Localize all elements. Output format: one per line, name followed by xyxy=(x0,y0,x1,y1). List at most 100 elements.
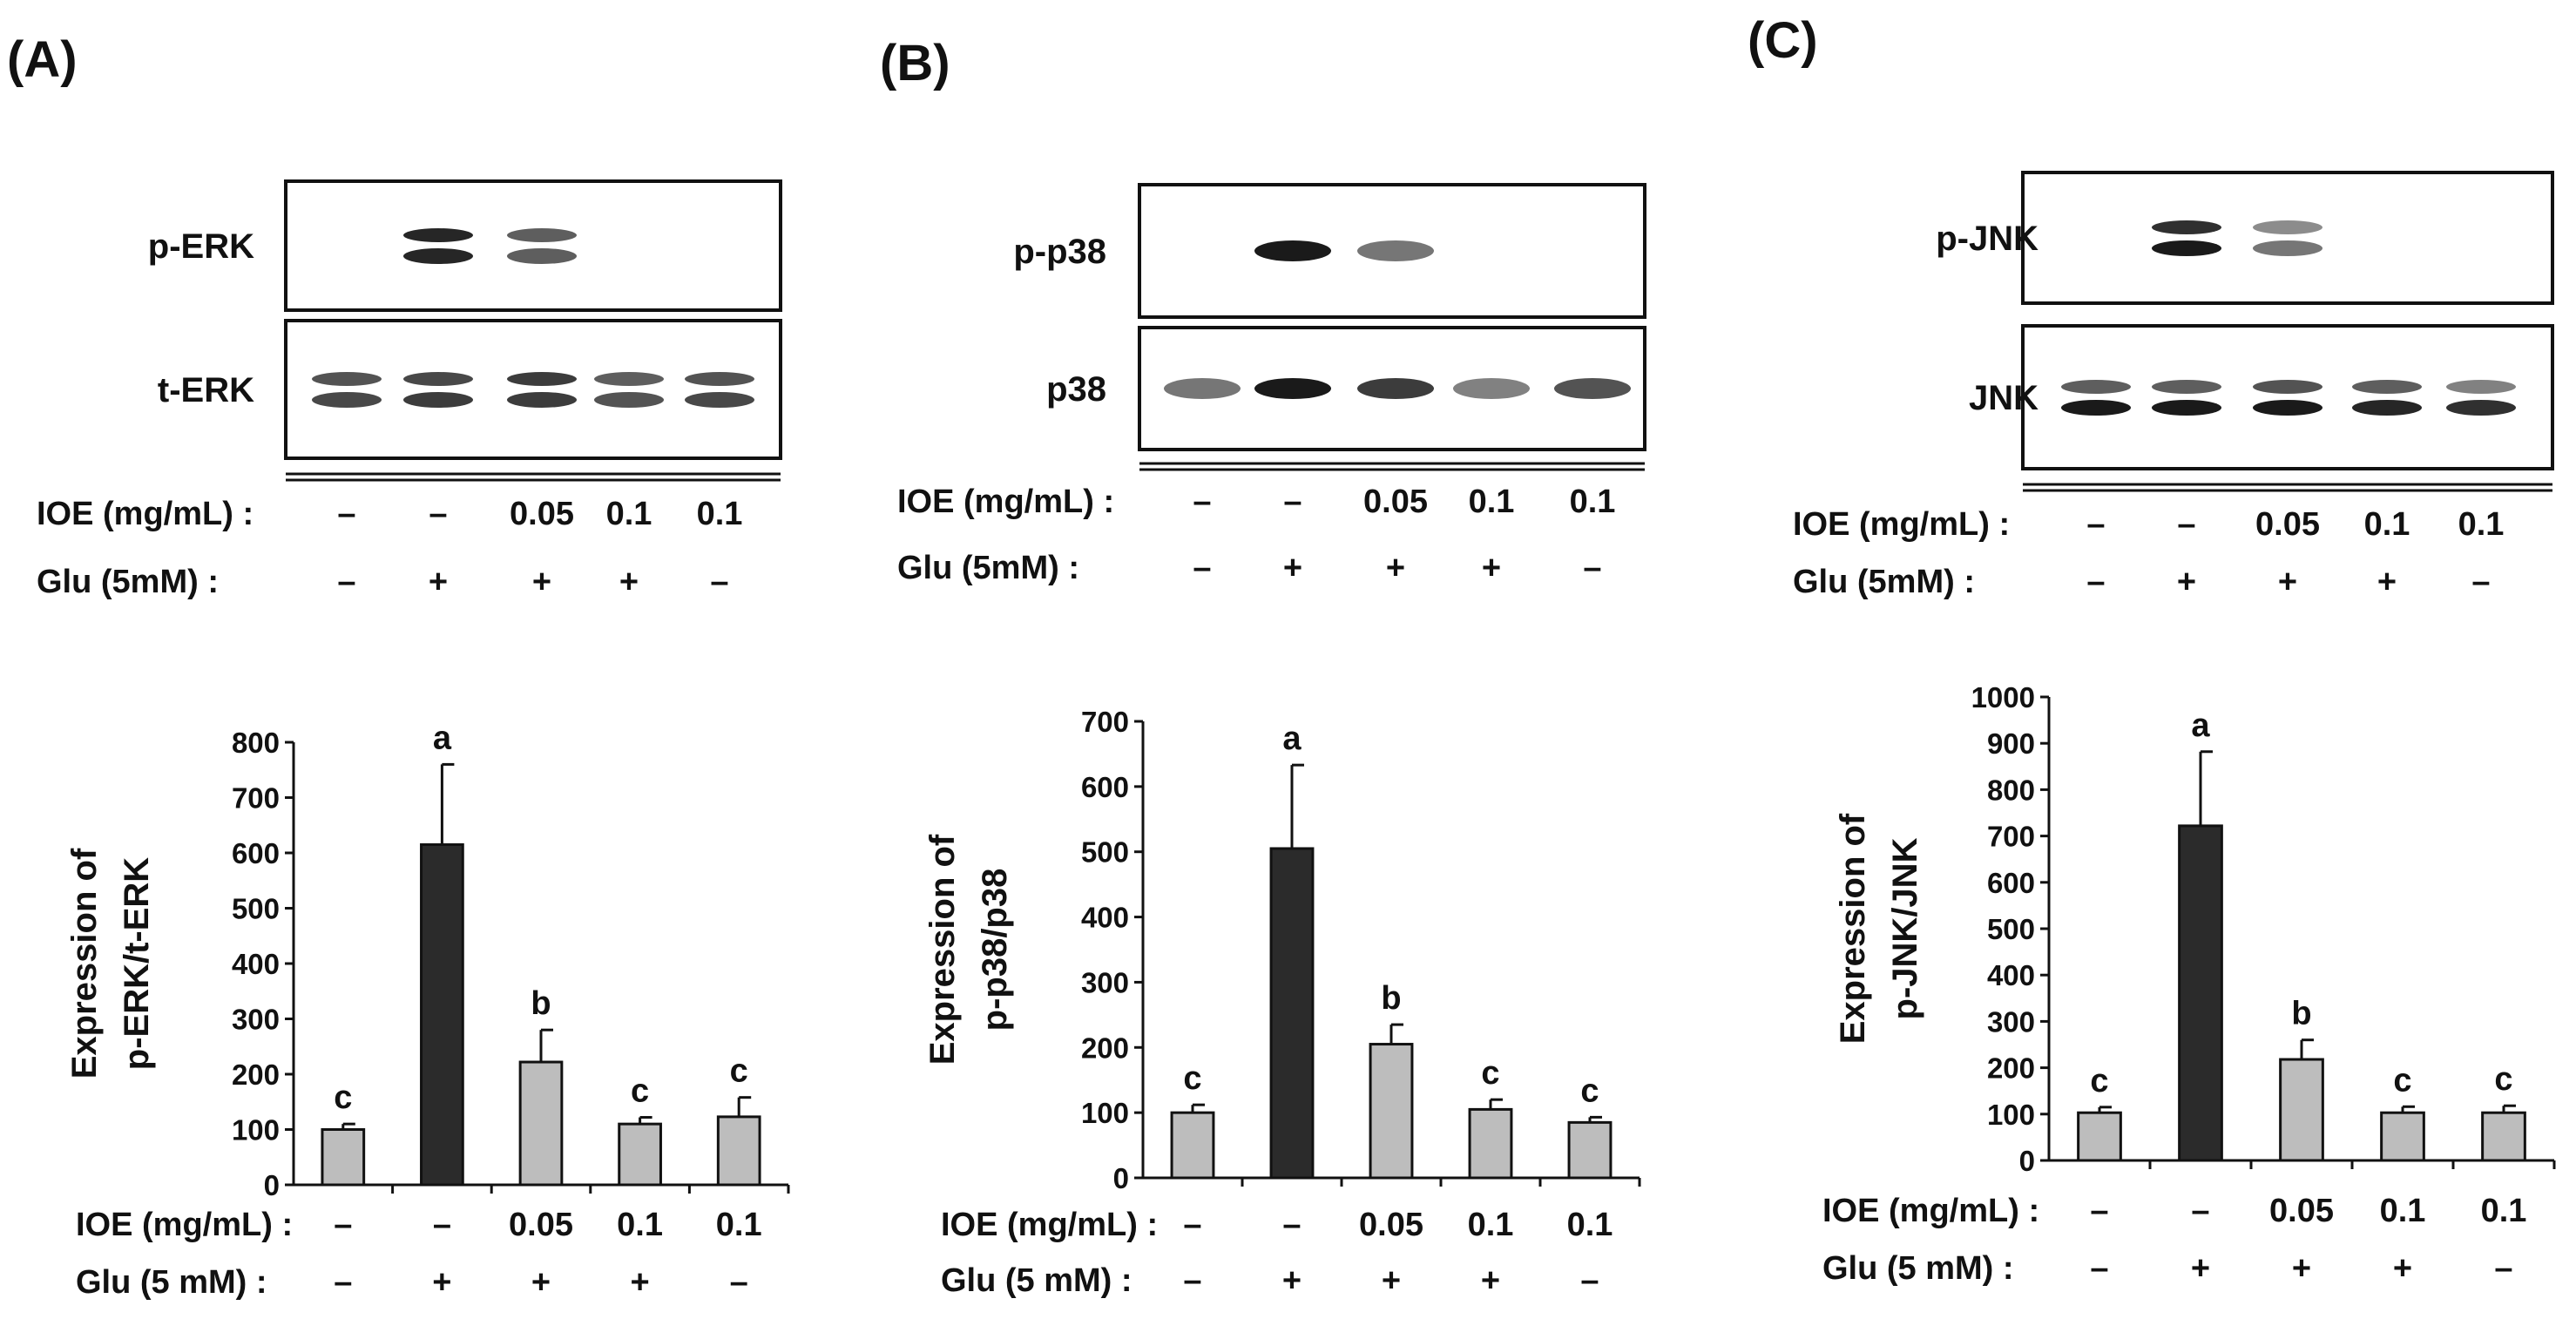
blot-band xyxy=(403,248,473,264)
blot-band xyxy=(594,392,664,408)
chart-condition-value: 0.1 xyxy=(716,1207,762,1243)
y-tick-label: 500 xyxy=(232,893,280,925)
chart-condition-value: – xyxy=(1183,1207,1201,1243)
blot-band xyxy=(403,392,473,408)
y-tick-label: 0 xyxy=(1113,1162,1129,1194)
chart-condition-value: + xyxy=(630,1264,649,1301)
condition-value: + xyxy=(619,564,639,600)
bar xyxy=(2481,1111,2526,1162)
blot-band xyxy=(2352,380,2422,394)
blot-band xyxy=(2152,380,2221,394)
panel-a: (A) p-ERK t-ERK IOE (mg/mL) : – – 0.05 0.1 0.1 Gl… xyxy=(7,31,790,1301)
chart-condition-label: Glu (5 mM) : xyxy=(941,1262,1132,1299)
chart-condition-value: – xyxy=(1580,1262,1599,1299)
blot-band xyxy=(507,228,577,242)
blot-row-label: p-ERK xyxy=(148,227,254,266)
panel-letter: (C) xyxy=(1748,12,1818,69)
blot-band xyxy=(1357,378,1434,399)
significance-letter: b xyxy=(1381,980,1401,1017)
bar xyxy=(2279,1058,2324,1162)
blot-band xyxy=(312,372,382,386)
condition-label: Glu (5mM) : xyxy=(1793,564,1975,600)
chart-condition-value: + xyxy=(1282,1262,1302,1299)
condition-label: Glu (5mM) : xyxy=(897,550,1079,586)
y-tick-label: 300 xyxy=(232,1004,280,1036)
y-tick-label: 100 xyxy=(232,1114,280,1147)
bar xyxy=(2178,824,2223,1162)
blot-box xyxy=(2021,171,2554,305)
y-axis-title: p-p38/p38 xyxy=(976,869,1014,1032)
y-tick-label: 800 xyxy=(1987,774,2035,806)
chart-condition-value: + xyxy=(432,1264,451,1301)
significance-letter: a xyxy=(433,720,452,756)
significance-letter: c xyxy=(2494,1061,2512,1098)
y-axis-title: Expression of xyxy=(65,848,104,1079)
chart-condition-value: 0.1 xyxy=(1567,1207,1613,1243)
condition-value: 0.1 xyxy=(697,496,743,532)
condition-value: – xyxy=(710,564,728,600)
panel-letter: (B) xyxy=(880,35,950,91)
significance-letter: c xyxy=(730,1053,748,1090)
condition-value: 0.1 xyxy=(2364,506,2410,543)
y-tick-label: 700 xyxy=(232,782,280,815)
condition-value: + xyxy=(2377,564,2397,600)
significance-letter: b xyxy=(531,985,551,1022)
blot-box xyxy=(284,179,782,312)
blot-band xyxy=(1357,240,1434,261)
condition-label: IOE (mg/mL) : xyxy=(897,484,1114,520)
condition-value: – xyxy=(1583,550,1601,586)
condition-label: IOE (mg/mL) : xyxy=(37,496,254,532)
chart-condition-label: IOE (mg/mL) : xyxy=(1822,1193,2039,1229)
bar xyxy=(321,1128,366,1187)
condition-value: 0.1 xyxy=(606,496,652,532)
blot-band xyxy=(2446,380,2516,394)
blot-band xyxy=(1453,378,1530,399)
blot-band xyxy=(1254,378,1331,399)
panel-letter: (A) xyxy=(7,31,78,88)
condition-value: – xyxy=(1193,484,1211,520)
y-axis-title: p-JNK/JNK xyxy=(1886,837,1924,1019)
blot-band xyxy=(2253,380,2322,394)
condition-value: 0.1 xyxy=(1469,484,1515,520)
bar xyxy=(1567,1120,1613,1180)
blot-band xyxy=(594,372,664,386)
significance-letter: b xyxy=(2291,996,2311,1032)
significance-letter: c xyxy=(1580,1072,1599,1109)
significance-letter: c xyxy=(631,1073,649,1110)
chart-condition-value: 0.1 xyxy=(2380,1193,2426,1229)
chart-condition-value: 0.1 xyxy=(2481,1193,2527,1229)
y-tick-label: 200 xyxy=(232,1059,280,1091)
y-tick-label: 1000 xyxy=(1971,681,2035,714)
condition-value: + xyxy=(1482,550,1501,586)
condition-label: IOE (mg/mL) : xyxy=(1793,506,2010,543)
blot-band xyxy=(2253,220,2322,234)
y-tick-label: 500 xyxy=(1987,913,2035,945)
y-tick-label: 600 xyxy=(1081,771,1129,803)
y-tick-label: 900 xyxy=(1987,727,2035,760)
significance-letter: c xyxy=(1183,1060,1201,1097)
chart-condition-value: – xyxy=(730,1264,748,1301)
condition-value: – xyxy=(337,564,355,600)
bar xyxy=(518,1060,564,1187)
chart-condition-value: – xyxy=(2090,1193,2108,1229)
blot-band xyxy=(2352,400,2422,416)
bar xyxy=(1468,1107,1513,1180)
blot-band xyxy=(1554,378,1631,399)
bar xyxy=(618,1122,662,1187)
blot-band xyxy=(2152,240,2221,256)
blot-band xyxy=(2253,240,2322,256)
y-tick-label: 100 xyxy=(1987,1099,2035,1131)
chart-condition-label: Glu (5 mM) : xyxy=(76,1264,267,1301)
blot-band xyxy=(1164,378,1241,399)
condition-value: 0.05 xyxy=(510,496,574,532)
blot-band xyxy=(685,372,754,386)
condition-value: – xyxy=(429,496,447,532)
y-tick-label: 700 xyxy=(1081,706,1129,738)
blot-band xyxy=(685,392,754,408)
chart-condition-value: + xyxy=(1382,1262,1401,1299)
significance-letter: a xyxy=(1282,720,1302,757)
chart-condition-label: IOE (mg/mL) : xyxy=(941,1207,1158,1243)
y-tick-label: 600 xyxy=(1987,867,2035,899)
blot-band xyxy=(2061,400,2131,416)
blot-row-label: p-p38 xyxy=(1013,233,1106,271)
